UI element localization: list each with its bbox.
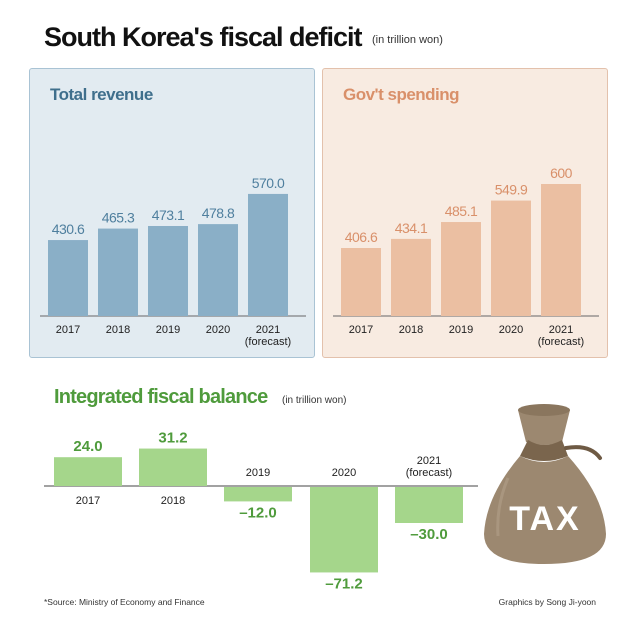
revenue-category-3: 2020 (206, 324, 230, 336)
spending-chart-title: Gov't spending (343, 85, 460, 104)
spending-bar-0 (341, 248, 381, 316)
revenue-value-label-1: 465.3 (102, 210, 135, 226)
revenue-chart: 430.6 2017 465.3 2018 473.1 2019 478.8 2020 570.… (40, 175, 306, 348)
revenue-bar-2 (148, 225, 188, 316)
balance-chart-title: Integrated fiscal balance (54, 386, 268, 408)
source-note: *Source: Ministry of Economy and Finance (44, 597, 205, 607)
spending-value-label-4: 600 (550, 165, 573, 181)
spending-category-2: 2019 (449, 324, 473, 336)
balance-category-2: 2019 (246, 467, 270, 479)
title-unit: (in trillion won) (372, 34, 443, 46)
balance-bar-4 (395, 487, 463, 523)
revenue-chart-title: Total revenue (50, 85, 153, 104)
balance-chart-unit: (in trillion won) (282, 395, 347, 406)
graphics-credit: Graphics by Song Ji-yoon (498, 597, 596, 607)
spending-category-3: 2020 (499, 324, 523, 336)
revenue-category-2: 2019 (156, 324, 180, 336)
spending-bar-1 (391, 238, 431, 316)
spending-value-label-3: 549.9 (495, 182, 528, 198)
balance-bar-2 (224, 487, 292, 502)
balance-category-1: 2018 (161, 495, 185, 507)
spending-value-label-2: 485.1 (445, 203, 478, 219)
balance-bar-1 (139, 448, 207, 486)
balance-bar-3 (310, 487, 378, 573)
revenue-value-label-4: 570.0 (252, 175, 285, 191)
balance-category-3: 2020 (332, 467, 356, 479)
balance-value-label-4: –30.0 (410, 526, 448, 543)
spending-category-0: 2017 (349, 324, 373, 336)
revenue-bar-3 (198, 224, 238, 316)
balance-value-label-1: 31.2 (158, 430, 187, 447)
revenue-bar-1 (98, 228, 138, 316)
tax-label: TAX (509, 500, 580, 538)
spending-bar-3 (491, 200, 531, 316)
revenue-bar-4 (248, 193, 288, 316)
revenue-value-label-0: 430.6 (52, 221, 85, 237)
balance-value-label-0: 24.0 (73, 438, 102, 455)
revenue-value-label-3: 478.8 (202, 205, 235, 221)
spending-value-label-1: 434.1 (395, 220, 428, 236)
balance-value-label-2: –12.0 (239, 504, 277, 521)
spending-panel: Gov't spending 406.6 2017 434.1 2018 485.1 20… (322, 68, 608, 358)
revenue-category-0: 2017 (56, 324, 80, 336)
revenue-bar-0 (48, 240, 88, 316)
spending-bar-2 (441, 222, 481, 316)
balance-category-0: 2017 (76, 495, 100, 507)
revenue-category-1: 2018 (106, 324, 130, 336)
spending-bar-4 (541, 184, 581, 316)
page-title: South Korea's fiscal deficit (44, 22, 363, 52)
balance-category-4: 2021 (forecast) (406, 455, 452, 479)
revenue-category-4: 2021 (forecast) (245, 324, 291, 348)
spending-category-4: 2021 (forecast) (538, 324, 584, 348)
revenue-value-label-2: 473.1 (152, 207, 185, 223)
tax-bag-icon: TAX (478, 396, 613, 576)
spending-category-1: 2018 (399, 324, 423, 336)
revenue-panel: Total revenue 430.6 2017 465.3 2018 473.1 201… (29, 68, 315, 358)
spending-value-label-0: 406.6 (345, 229, 378, 245)
balance-value-label-3: –71.2 (325, 575, 363, 592)
balance-bar-0 (54, 457, 122, 486)
spending-chart: 406.6 2017 434.1 2018 485.1 2019 549.9 2020 600 2… (333, 165, 599, 348)
